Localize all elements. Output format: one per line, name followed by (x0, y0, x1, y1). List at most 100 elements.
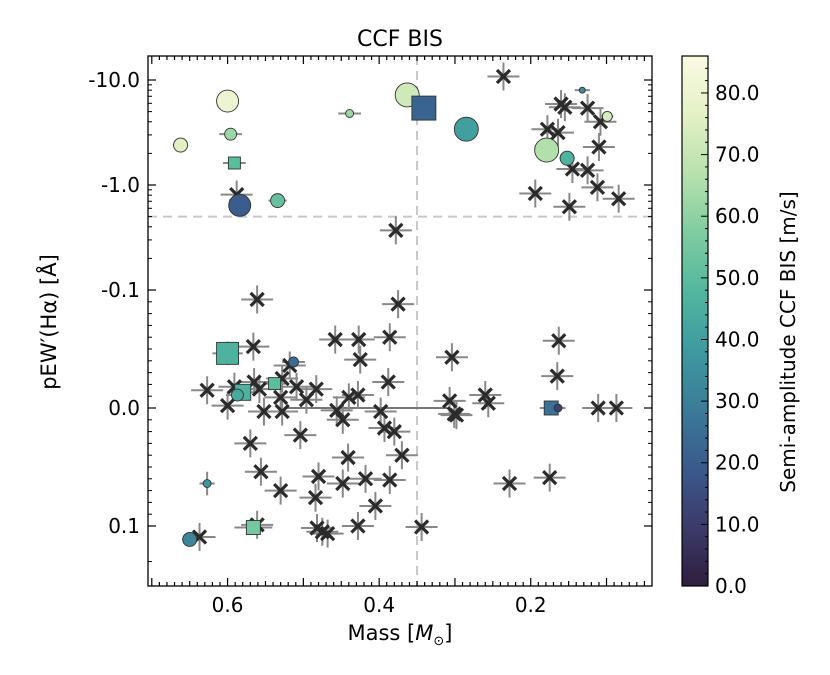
non-detection-marker (579, 100, 596, 116)
detection-circle-marker (345, 109, 355, 118)
colorbar-tick-label: 30.0 (715, 389, 760, 413)
non-detection-marker (288, 379, 305, 395)
colorbar-tick-label: 70.0 (715, 143, 760, 167)
cross-stroke (561, 199, 578, 215)
cross-stroke (350, 387, 366, 403)
non-detection-marker (340, 449, 356, 466)
non-detection-marker (589, 179, 606, 195)
cross-stroke (199, 382, 215, 398)
cross-stroke (314, 524, 330, 540)
non-detection-marker (611, 191, 627, 207)
x-tick-label: 0.4 (363, 593, 395, 617)
detection-circle-marker (453, 116, 479, 142)
cross-stroke (380, 374, 396, 390)
non-detection-marker (550, 125, 566, 141)
detection-circle-marker (553, 403, 563, 413)
non-detection-marker (199, 382, 215, 398)
colorbar: 0.0 10.0 20.0 30.0 40.0 50.0 60.0 70.0 80.0 (681, 55, 760, 598)
cross-stroke (549, 368, 565, 384)
cross-stroke (564, 161, 581, 177)
non-detection-marker (219, 398, 236, 414)
cross-stroke (273, 482, 289, 499)
y-tick-label: 0.0 (108, 396, 140, 420)
cross-stroke (288, 379, 305, 395)
cross-stroke (249, 291, 265, 308)
non-detection-marker (542, 469, 558, 486)
colorbar-tick-label: 20.0 (715, 451, 760, 475)
cross-stroke (219, 398, 236, 414)
cross-stroke (245, 339, 261, 355)
detection-circle-marker (228, 193, 252, 217)
non-detection-marker (444, 349, 460, 365)
detection-square-marker (245, 520, 261, 535)
cross-stroke (251, 381, 268, 397)
non-detection-marker (274, 403, 290, 420)
non-detection-marker (442, 393, 458, 409)
x-axis-label: Mass [M⊙] (348, 621, 453, 649)
non-detection-marker (273, 482, 289, 499)
error-bars (173, 62, 635, 552)
colorbar-tick-label: 40.0 (715, 327, 760, 351)
cross-stroke (390, 296, 406, 312)
non-detection-marker (495, 68, 512, 85)
non-detection-marker (256, 403, 272, 420)
cross-stroke (388, 222, 404, 238)
colorbar-label: Semi-amplitude CCF BIS [m/s] (776, 191, 800, 492)
detection-square-marker (227, 156, 241, 170)
non-detection-marker (413, 519, 430, 535)
colorbar-tick-label: 60.0 (715, 204, 760, 228)
cross-stroke (539, 121, 556, 137)
cross-stroke (608, 400, 625, 416)
cross-stroke (442, 393, 458, 409)
detection-circle-marker (534, 137, 560, 163)
detection-circle-marker (601, 110, 613, 122)
non-detection-marker (590, 400, 606, 416)
colorbar-tick-label: 0.0 (715, 574, 747, 598)
cross-stroke (413, 519, 430, 535)
detection-circle-marker (216, 89, 240, 113)
non-detection-marker (251, 381, 268, 397)
x-tick-label: 0.6 (212, 593, 244, 617)
non-detection-marker (351, 331, 367, 348)
cross-stroke (495, 68, 512, 85)
non-detection-marker (367, 498, 383, 514)
cross-stroke (527, 185, 543, 202)
cross-stroke (298, 392, 315, 408)
cross-stroke (386, 423, 402, 440)
non-detection-marker (350, 518, 366, 534)
y-tick-label: 0.1 (108, 514, 140, 538)
non-detection-marker (298, 392, 315, 408)
cross-stroke (340, 449, 356, 466)
cross-stroke (335, 412, 351, 428)
cross-stroke (376, 420, 393, 436)
non-detection-marker (253, 464, 269, 480)
non-detection-marker (327, 331, 343, 348)
non-detection-marker (386, 423, 402, 440)
cross-stroke (382, 472, 398, 488)
non-detection-marker (394, 447, 410, 463)
non-detection-marker (319, 525, 336, 542)
cross-stroke (557, 99, 573, 115)
cross-stroke (382, 329, 398, 345)
non-detection-marker (307, 490, 324, 506)
cross-stroke (352, 351, 368, 368)
cross-stroke (444, 349, 460, 365)
cross-stroke (579, 100, 596, 116)
cross-stroke (329, 402, 345, 418)
cross-stroke (579, 162, 596, 178)
non-detection-marker (376, 420, 393, 436)
non-detection-marker (446, 406, 462, 422)
cross-stroke (335, 475, 351, 492)
non-detection-marker (382, 329, 398, 345)
colorbar-tick-label: 80.0 (715, 81, 760, 105)
cross-stroke (273, 389, 289, 406)
detection-circle-marker (173, 137, 189, 153)
non-detection-marker (350, 387, 366, 403)
non-detection-marker (373, 403, 389, 420)
non-detection-marker (579, 162, 596, 178)
detection-circle-marker (182, 531, 198, 547)
y-tick-label: -1.0 (101, 173, 140, 197)
data-marks (173, 68, 627, 547)
non-detection-marker (273, 389, 289, 406)
